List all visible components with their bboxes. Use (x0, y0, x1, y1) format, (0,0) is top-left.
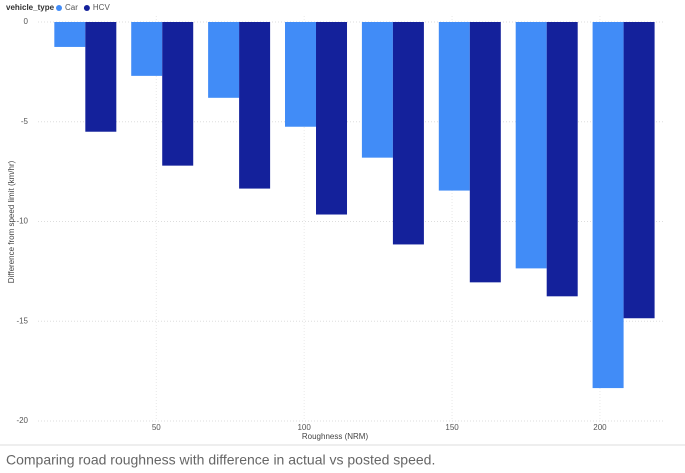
bar (208, 22, 240, 98)
x-axis-title: Roughness (NRM) (302, 432, 369, 441)
bar (316, 22, 348, 215)
legend-title: vehicle_type (6, 3, 55, 12)
y-axis-title: Difference from speed limit (km/hr) (7, 160, 16, 283)
bar (285, 22, 317, 127)
y-tick-label: -10 (16, 217, 28, 226)
bar (85, 22, 117, 132)
x-tick-label: 200 (593, 423, 607, 432)
bar (54, 22, 86, 47)
legend-swatch (56, 5, 62, 11)
legend-label: Car (65, 3, 78, 12)
x-tick-label: 50 (152, 423, 161, 432)
y-tick-label: 0 (24, 17, 29, 26)
bar (392, 22, 424, 245)
bar (515, 22, 547, 269)
y-tick-label: -20 (16, 416, 28, 425)
bar (131, 22, 163, 76)
y-tick-label: -5 (21, 117, 29, 126)
bar (469, 22, 501, 283)
bar (361, 22, 393, 158)
bar (546, 22, 578, 297)
legend-label: HCV (93, 3, 111, 12)
bar (162, 22, 194, 166)
bar (438, 22, 470, 191)
x-tick-label: 150 (445, 423, 459, 432)
bar (623, 22, 655, 319)
bar (592, 22, 624, 389)
y-tick-label: -15 (16, 316, 28, 325)
caption: Comparing road roughness with difference… (6, 452, 435, 468)
x-tick-label: 100 (297, 423, 311, 432)
bar (239, 22, 271, 189)
legend-swatch (83, 5, 90, 11)
